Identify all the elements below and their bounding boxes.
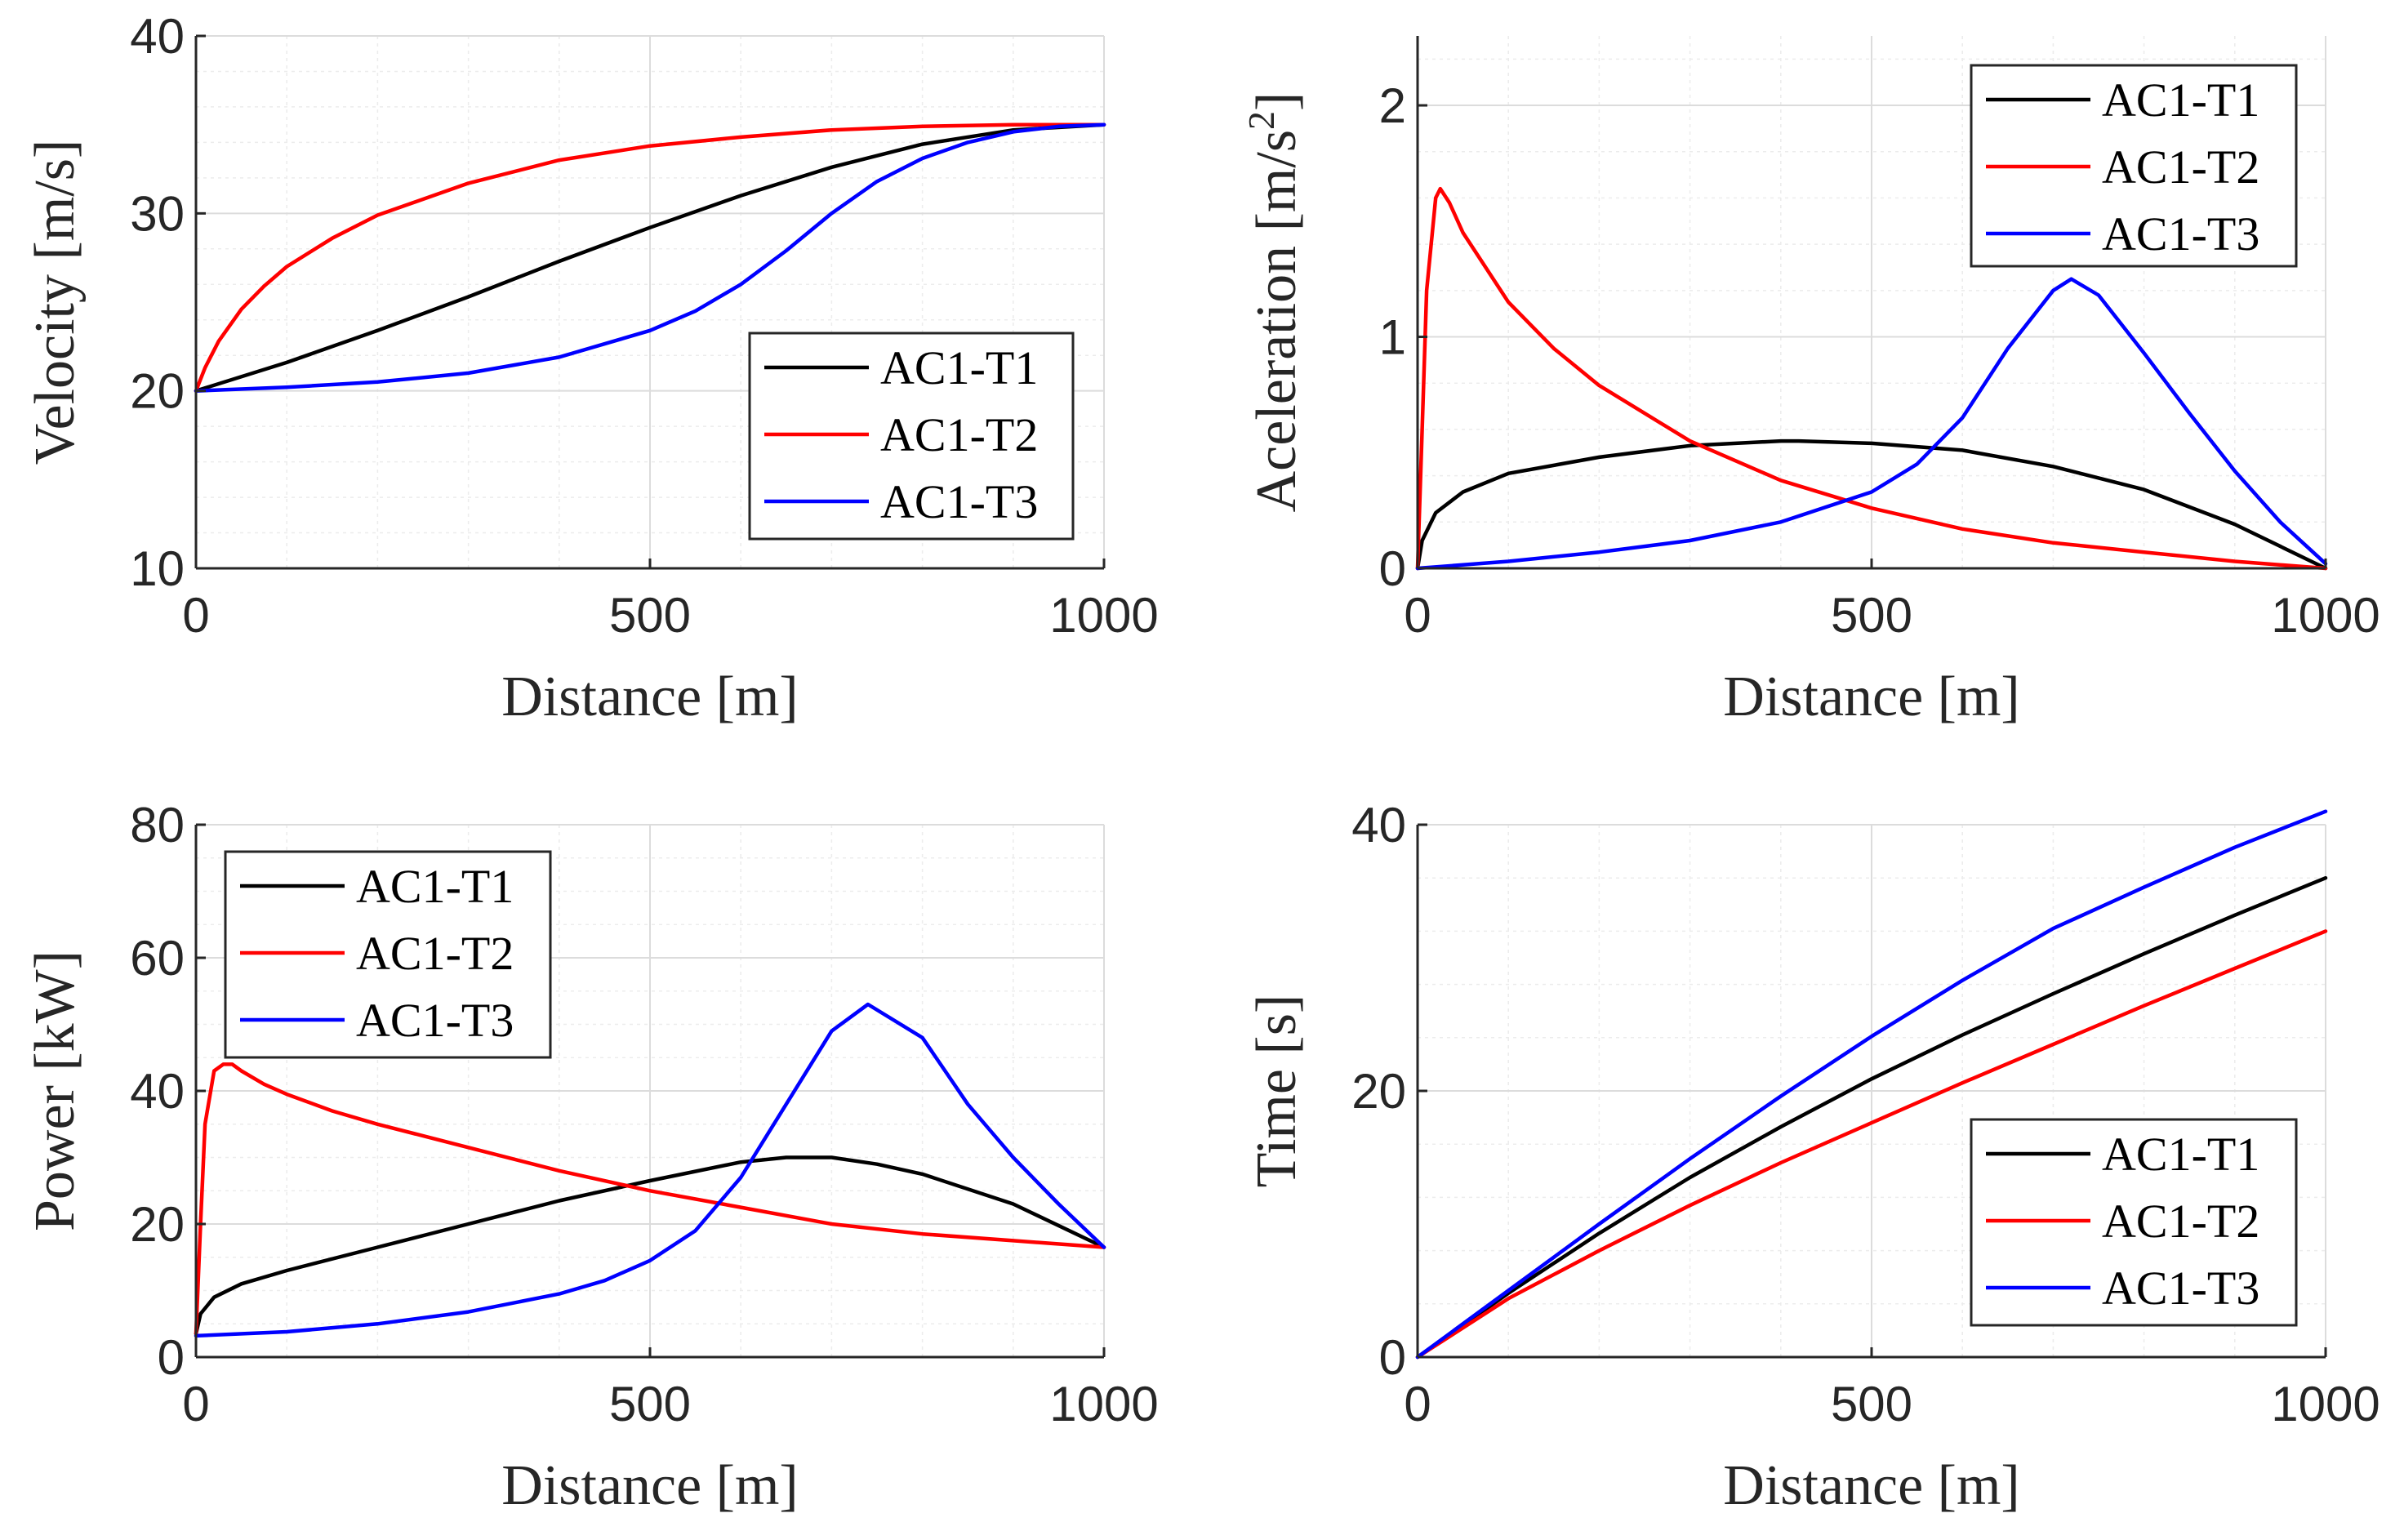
y-tick-label: 10 — [130, 541, 185, 596]
series-line-ac1-t3 — [194, 1002, 1106, 1338]
series-line-ac1-t3 — [194, 122, 1106, 393]
y-axis-label: Power [kW] — [24, 950, 87, 1231]
y-axis-label-text: Velocity [m/s] — [24, 140, 87, 465]
series-line-ac1-t1 — [194, 1155, 1106, 1336]
x-tick-label: 500 — [1831, 1377, 1912, 1431]
x-tick-label: 1000 — [2271, 588, 2380, 643]
legend-label-ac1-t3: AC1-T3 — [2102, 1262, 2259, 1315]
y-axis-label: Time [s] — [1245, 995, 1308, 1188]
y-tick-label: 40 — [1351, 798, 1406, 852]
y-tick-label: 0 — [1379, 1330, 1406, 1385]
legend: AC1-T1 AC1-T2 AC1-T3 — [1970, 1118, 2298, 1327]
y-tick-label: 0 — [158, 1330, 185, 1385]
legend-label-ac1-t2: AC1-T2 — [356, 927, 514, 980]
series-line-ac1-t2 — [194, 122, 1106, 393]
x-tick-label: 1000 — [1049, 1377, 1158, 1431]
y-axis-label-suffix: ] — [1245, 92, 1308, 111]
y-tick-label: 20 — [130, 364, 185, 419]
y-tick-label: 40 — [130, 1064, 185, 1119]
y-axis-label-text: Power [kW] — [24, 950, 87, 1231]
legend: AC1-T1 AC1-T2 AC1-T3 — [748, 332, 1075, 541]
series-line-ac1-t2 — [194, 1062, 1106, 1336]
series-line-ac1-t1 — [1415, 875, 2328, 1360]
chart-panel-top-left: 0 500 1000 10 20 30 40 Distance [m] Velocity [m/… — [24, 9, 1159, 728]
y-tick-label: 20 — [130, 1197, 185, 1252]
legend-label-ac1-t3: AC1-T3 — [356, 994, 514, 1047]
legend-label-ac1-t2: AC1-T2 — [2102, 140, 2259, 194]
y-axis-label: Velocity [m/s] — [24, 140, 87, 465]
legend: AC1-T1 AC1-T2 AC1-T3 — [224, 850, 552, 1059]
y-axis-label-superscript: 2 — [1240, 111, 1282, 130]
y-tick-label: 80 — [130, 798, 185, 852]
x-tick-label: 0 — [182, 1377, 209, 1431]
x-axis-label: Distance [m] — [1723, 1454, 2019, 1517]
y-tick-label: 1 — [1379, 310, 1406, 365]
x-tick-label: 500 — [609, 1377, 691, 1431]
x-tick-label: 1000 — [1049, 588, 1158, 643]
y-axis-label-text: Aceleration [m/s — [1245, 130, 1308, 512]
y-tick-label: 2 — [1379, 78, 1406, 133]
legend-label-ac1-t2: AC1-T2 — [880, 408, 1038, 461]
legend-label-ac1-t3: AC1-T3 — [2102, 207, 2259, 260]
y-axis-label-text: Time [s] — [1245, 995, 1308, 1188]
series-line-ac1-t3 — [1415, 277, 2328, 571]
legend-label-ac1-t1: AC1-T1 — [2102, 73, 2259, 127]
y-tick-label: 60 — [130, 931, 185, 986]
x-axis-label: Distance [m] — [1723, 665, 2019, 728]
chart-panel-bottom-left: 0 500 1000 0 20 40 60 80 Distance [m] Power [kW] A… — [24, 798, 1159, 1517]
legend: AC1-T1 AC1-T2 AC1-T3 — [1970, 64, 2298, 268]
x-tick-label: 0 — [1404, 588, 1431, 643]
legend-label-ac1-t3: AC1-T3 — [880, 475, 1038, 528]
y-tick-label: 40 — [130, 9, 185, 64]
legend-label-ac1-t1: AC1-T1 — [356, 860, 514, 913]
y-axis-label: Aceleration [m/s2] — [1240, 92, 1308, 513]
y-tick-label: 30 — [130, 186, 185, 241]
x-tick-label: 1000 — [2271, 1377, 2380, 1431]
series-line-ac1-t1 — [1415, 438, 2328, 571]
y-tick-label: 0 — [1379, 541, 1406, 596]
series-line-ac1-t1 — [194, 122, 1106, 393]
x-tick-label: 0 — [1404, 1377, 1431, 1431]
x-tick-label: 500 — [609, 588, 691, 643]
y-tick-label: 20 — [1351, 1064, 1406, 1119]
x-axis-label: Distance [m] — [501, 665, 798, 728]
legend-label-ac1-t2: AC1-T2 — [2102, 1195, 2259, 1248]
legend-label-ac1-t1: AC1-T1 — [880, 341, 1038, 394]
x-axis-label: Distance [m] — [501, 1454, 798, 1517]
series-line-ac1-t2 — [1415, 186, 2328, 571]
series-line-ac1-t3 — [1415, 809, 2328, 1360]
x-tick-label: 0 — [182, 588, 209, 643]
legend-label-ac1-t1: AC1-T1 — [2102, 1128, 2259, 1181]
series-line-ac1-t2 — [1415, 929, 2328, 1360]
x-tick-label: 500 — [1831, 588, 1912, 643]
